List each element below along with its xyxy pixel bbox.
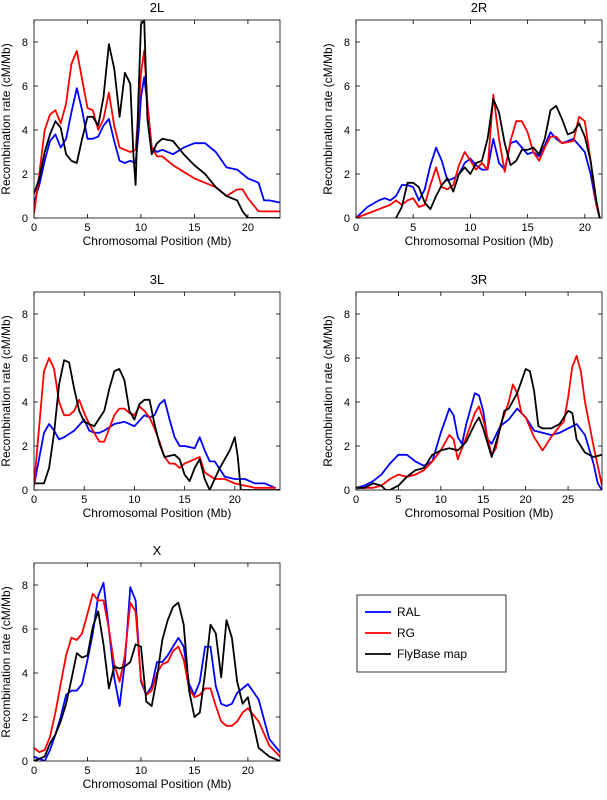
- y-tick-label: 4: [344, 125, 350, 137]
- x-tick-label: 20: [229, 494, 241, 506]
- y-tick-label: 8: [22, 309, 28, 321]
- panel-title: 2L: [150, 0, 164, 15]
- series-line-ral: [356, 131, 601, 218]
- panel-title: 3R: [471, 272, 488, 287]
- series-line-rg: [34, 592, 280, 758]
- y-tick-label: 0: [344, 213, 350, 225]
- x-tick-label: 0: [353, 222, 359, 234]
- series-line-flybase-map: [34, 20, 280, 218]
- y-tick-label: 2: [22, 441, 28, 453]
- series-line-flybase-map: [395, 98, 601, 218]
- x-axis-label: Chromosomal Position (Mb): [83, 506, 232, 520]
- x-tick-label: 10: [128, 494, 140, 506]
- y-tick-label: 8: [344, 37, 350, 49]
- y-tick-label: 2: [344, 169, 350, 181]
- series-line-rg: [356, 93, 601, 218]
- series-line-flybase-map: [34, 359, 280, 490]
- y-tick-label: 4: [22, 668, 28, 680]
- y-tick-label: 4: [22, 397, 28, 409]
- chart-panel-3l: 0 5 10 15 20 0 2 4 6 8 3L Chromosomal Position (Mb)…: [0, 272, 281, 520]
- y-axis-label: Recombination rate (cM/Mb): [0, 43, 13, 194]
- y-tick-label: 0: [22, 485, 28, 497]
- x-tick-label: 5: [410, 222, 416, 234]
- series-line-rg: [356, 354, 602, 489]
- y-tick-label: 6: [344, 81, 350, 93]
- x-tick-label: 20: [242, 765, 254, 777]
- plot-area-frame: [33, 291, 281, 491]
- x-tick-label: 25: [562, 494, 574, 506]
- y-tick-label: 6: [344, 353, 350, 365]
- series-line-rg: [34, 49, 280, 215]
- x-axis-label: Chromosomal Position (Mb): [83, 234, 232, 248]
- x-tick-label: 20: [242, 222, 254, 234]
- y-tick-label: 2: [22, 712, 28, 724]
- y-tick-label: 2: [22, 169, 28, 181]
- y-axis-label: Recombination rate (cM/Mb): [0, 315, 13, 466]
- y-tick-label: 6: [22, 624, 28, 636]
- x-tick-label: 10: [135, 765, 147, 777]
- y-tick-label: 2: [344, 441, 350, 453]
- x-tick-label: 15: [522, 222, 534, 234]
- x-tick-label: 15: [188, 222, 200, 234]
- x-tick-label: 10: [135, 222, 147, 234]
- series-line-ral: [356, 392, 602, 490]
- plot-area-frame: [355, 291, 603, 491]
- x-tick-label: 10: [464, 222, 476, 234]
- x-tick-label: 15: [188, 765, 200, 777]
- y-tick-label: 4: [22, 125, 28, 137]
- chart-legend: RAL RG FlyBase map: [356, 594, 507, 673]
- plot-area-frame: [33, 19, 281, 219]
- x-tick-label: 20: [579, 222, 591, 234]
- x-tick-label: 0: [31, 222, 37, 234]
- x-tick-label: 0: [31, 765, 37, 777]
- x-tick-label: 0: [353, 494, 359, 506]
- x-tick-label: 5: [395, 494, 401, 506]
- y-axis-label: Recombination rate (cM/Mb): [321, 315, 335, 466]
- panel-title: X: [153, 543, 162, 558]
- series-line-flybase-map: [356, 368, 602, 490]
- chart-panel-3r: 0 5 10 15 20 25 0 2 4 6 8 3R Chromosomal Position (M…: [321, 272, 603, 520]
- y-axis-label: Recombination rate (cM/Mb): [0, 586, 13, 737]
- y-tick-label: 6: [22, 353, 28, 365]
- panel-title: 3L: [150, 272, 164, 287]
- chart-panel-x: 0 5 10 15 20 0 2 4 6 8 X Chromosomal Position (Mb) R…: [0, 543, 281, 791]
- x-tick-label: 5: [81, 494, 87, 506]
- chart-panel-2r: 0 5 10 15 20 0 2 4 6 8 2R Chromosomal Position (Mb)…: [321, 0, 603, 248]
- legend-label-rg: RG: [397, 626, 415, 640]
- y-tick-label: 0: [22, 756, 28, 768]
- y-tick-label: 0: [22, 213, 28, 225]
- plot-area-frame: [355, 19, 603, 219]
- x-axis-label: Chromosomal Position (Mb): [405, 506, 554, 520]
- y-tick-label: 4: [344, 397, 350, 409]
- x-tick-label: 20: [520, 494, 532, 506]
- x-tick-label: 10: [435, 494, 447, 506]
- y-tick-label: 8: [22, 580, 28, 592]
- x-tick-label: 0: [31, 494, 37, 506]
- y-tick-label: 8: [22, 37, 28, 49]
- plot-area-frame: [33, 562, 281, 762]
- y-tick-label: 6: [22, 81, 28, 93]
- panel-title: 2R: [471, 0, 488, 15]
- chart-panel-2l: 0 5 10 15 20 0 2 4 6 8 2L Chromosomal Position (Mb)…: [0, 0, 281, 248]
- series-line-ral: [34, 581, 280, 761]
- series-line-ral: [34, 76, 280, 204]
- x-axis-label: Chromosomal Position (Mb): [83, 777, 232, 791]
- legend-label-ral: RAL: [397, 605, 421, 619]
- x-tick-label: 15: [477, 494, 489, 506]
- y-tick-label: 8: [344, 309, 350, 321]
- x-tick-label: 5: [84, 765, 90, 777]
- y-axis-label: Recombination rate (cM/Mb): [321, 43, 335, 194]
- x-tick-label: 5: [84, 222, 90, 234]
- legend-label-flybase-map: FlyBase map: [397, 647, 467, 661]
- y-tick-label: 0: [344, 485, 350, 497]
- x-tick-label: 15: [178, 494, 190, 506]
- series-line-flybase-map: [34, 601, 280, 761]
- x-axis-label: Chromosomal Position (Mb): [405, 234, 554, 248]
